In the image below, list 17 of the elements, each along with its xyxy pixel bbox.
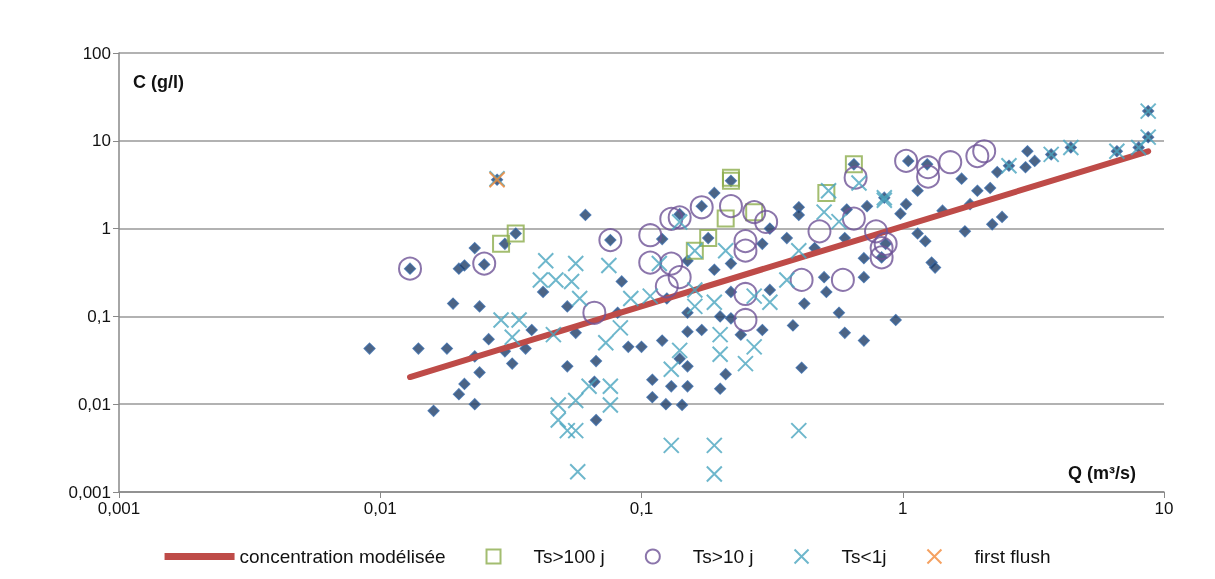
y-tick-label: 0,1 xyxy=(87,306,111,326)
y-tick-label: 10 xyxy=(92,131,111,151)
y-tick-label: 100 xyxy=(82,43,111,63)
x-tick-label: 0,1 xyxy=(629,499,654,518)
y-tick-label: 0,001 xyxy=(68,482,111,502)
x-axis-title: Q (m³/s) xyxy=(1068,463,1137,483)
legend-label: first flush xyxy=(974,546,1051,567)
x-tick-label: 1 xyxy=(898,499,908,518)
legend-label: Ts<1j xyxy=(841,546,887,567)
legend-label: Ts>10 j xyxy=(692,546,754,567)
x-tick-label: 10 xyxy=(1154,499,1174,518)
legend-label: Ts>100 j xyxy=(533,546,605,567)
y-tick-label: 1 xyxy=(101,219,111,239)
y-axis-title: C (g/l) xyxy=(133,72,184,92)
x-tick-label: 0,01 xyxy=(363,499,397,518)
y-tick-label: 0,01 xyxy=(77,394,111,414)
legend-label: concentration modélisée xyxy=(239,546,446,567)
